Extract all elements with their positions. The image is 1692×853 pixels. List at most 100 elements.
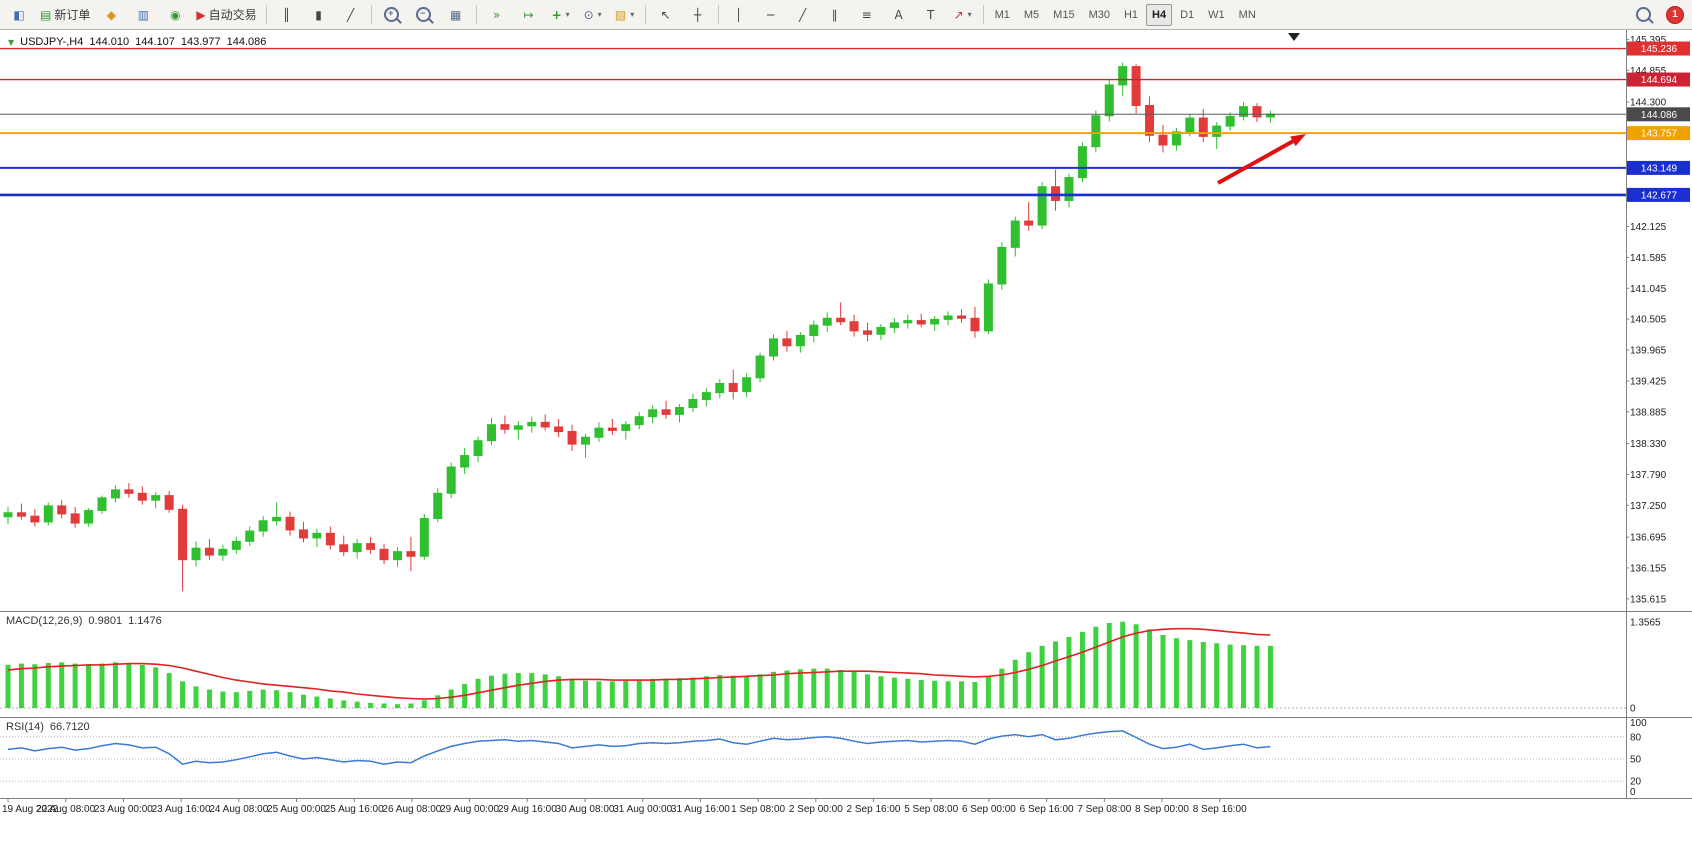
chart-shift-button[interactable]: ↦ xyxy=(514,3,544,27)
svg-text:144.694: 144.694 xyxy=(1641,75,1678,86)
vertical-line-icon: │ xyxy=(734,7,743,22)
timeframe-m30-button[interactable]: M30 xyxy=(1088,8,1110,21)
price-level-lines[interactable]: 145.236 144.694 144.086 143.757 143.149 142.6… xyxy=(0,41,1690,202)
candlesticks-icon: ▮ xyxy=(315,7,322,22)
toolbar-separator xyxy=(475,5,477,24)
new-order-label: 新订单 xyxy=(54,8,91,22)
chevron-down-icon: ▾ xyxy=(565,10,570,19)
timeframe-d1-button[interactable]: D1 xyxy=(1180,8,1195,21)
panel-separators[interactable] xyxy=(0,30,1692,799)
trendline-button[interactable]: ╱ xyxy=(788,3,818,27)
equidistant-channel-button[interactable]: ∥ xyxy=(820,3,850,27)
zoom-in-button[interactable]: + xyxy=(377,3,407,27)
toolbar-separator xyxy=(717,5,719,24)
chevron-down-icon: ▾ xyxy=(967,10,972,19)
timeframe-m15-button[interactable]: M15 xyxy=(1053,8,1075,21)
refresh-button[interactable]: ◉ xyxy=(160,3,190,27)
svg-text:30 Aug 08:00: 30 Aug 08:00 xyxy=(556,804,615,815)
bars-icon: ║ xyxy=(282,7,291,22)
timeframe-mn-button[interactable]: MN xyxy=(1238,8,1256,21)
timeframe-h1-button[interactable]: H1 xyxy=(1123,8,1139,21)
svg-text:141.585: 141.585 xyxy=(1630,253,1667,264)
svg-text:135.615: 135.615 xyxy=(1630,594,1667,605)
svg-text:80: 80 xyxy=(1630,732,1642,743)
tile-windows-icon: ▦ xyxy=(449,7,462,22)
candlesticks-button[interactable]: ▮ xyxy=(304,3,334,27)
rsi-value: 66.7120 xyxy=(49,721,90,733)
fibonacci-icon: ≡ xyxy=(861,7,872,22)
line-chart-icon: ╱ xyxy=(346,7,355,22)
svg-text:29 Aug 16:00: 29 Aug 16:00 xyxy=(498,804,557,815)
text-label-icon: T xyxy=(926,7,935,22)
auto-scroll-button[interactable]: » xyxy=(482,3,512,27)
svg-text:23 Aug 00:00: 23 Aug 00:00 xyxy=(94,804,153,815)
svg-text:136.695: 136.695 xyxy=(1630,533,1667,544)
svg-text:142.125: 142.125 xyxy=(1630,222,1667,233)
rsi-panel: 100 80 50 200 xyxy=(0,718,1647,798)
autotrading-button[interactable]: ▶ 自动交易 xyxy=(192,3,260,27)
indicators-button[interactable]: + ▾ xyxy=(546,3,576,27)
new-order-button[interactable]: ▤ 新订单 xyxy=(36,3,94,27)
toolbar: ◧ ▤ 新订单 ◆ ▥ ◉ ▶ 自动交易 ║ ▮ ╱ + − ▦ » ↦ + ▾ … xyxy=(0,0,1692,30)
notification-badge[interactable]: 1 xyxy=(1666,5,1684,24)
new-order-icon: ▤ xyxy=(40,7,52,22)
indicators-icon: + xyxy=(551,7,562,22)
svg-text:143.149: 143.149 xyxy=(1641,163,1678,174)
svg-text:25 Aug 00:00: 25 Aug 00:00 xyxy=(267,804,326,815)
svg-text:138.885: 138.885 xyxy=(1630,407,1667,418)
svg-text:137.790: 137.790 xyxy=(1630,470,1667,481)
svg-text:144.855: 144.855 xyxy=(1630,66,1667,77)
svg-text:8 Sep 16:00: 8 Sep 16:00 xyxy=(1193,804,1247,815)
tile-windows-button[interactable]: ▦ xyxy=(441,3,471,27)
timeframe-w1-button[interactable]: W1 xyxy=(1208,8,1225,21)
templates-button[interactable]: ▨ ▾ xyxy=(610,3,640,27)
horizontal-line-icon: ─ xyxy=(766,7,775,22)
svg-text:8 Sep 00:00: 8 Sep 00:00 xyxy=(1135,804,1189,815)
new-chart-button[interactable]: ▥ xyxy=(128,3,158,27)
svg-text:141.045: 141.045 xyxy=(1630,284,1667,295)
text-label-button[interactable]: T xyxy=(916,3,946,27)
horizontal-line-button[interactable]: ─ xyxy=(756,3,786,27)
svg-text:20: 20 xyxy=(1630,777,1642,788)
window-menu-button[interactable]: ◧ xyxy=(4,3,34,27)
arrows-button[interactable]: ↗ ▾ xyxy=(948,3,978,27)
crosshair-button[interactable]: ┼ xyxy=(683,3,713,27)
low-value: 143.977 xyxy=(180,36,221,48)
zoom-out-button[interactable]: − xyxy=(409,3,439,27)
window-icon: ◧ xyxy=(13,7,25,22)
zoom-in-icon: + xyxy=(384,7,400,22)
svg-text:7 Sep 08:00: 7 Sep 08:00 xyxy=(1077,804,1131,815)
timeframe-m1-button[interactable]: M1 xyxy=(994,8,1010,21)
periods-button[interactable]: ⊙ ▾ xyxy=(578,3,608,27)
svg-text:25 Aug 16:00: 25 Aug 16:00 xyxy=(325,804,384,815)
toolbar-separator xyxy=(265,5,267,24)
arrow-annotation[interactable] xyxy=(1217,134,1306,185)
timeframe-h4-button[interactable]: H4 xyxy=(1146,3,1173,26)
svg-text:144.086: 144.086 xyxy=(1641,110,1678,121)
svg-text:6 Sep 16:00: 6 Sep 16:00 xyxy=(1020,804,1074,815)
line-chart-button[interactable]: ╱ xyxy=(336,3,366,27)
chart-shift-marker-icon[interactable] xyxy=(1288,33,1300,41)
trendline-icon: ╱ xyxy=(798,7,807,22)
search-button[interactable] xyxy=(1628,3,1658,27)
svg-text:31 Aug 00:00: 31 Aug 00:00 xyxy=(613,804,672,815)
cursor-button[interactable]: ↖ xyxy=(651,3,681,27)
svg-text:1.3565: 1.3565 xyxy=(1630,617,1661,628)
symbol-title: USDJPY-,H4 xyxy=(20,36,84,48)
vertical-line-button[interactable]: │ xyxy=(724,3,754,27)
svg-text:142.677: 142.677 xyxy=(1641,190,1678,201)
symbol-caret-icon: ▼ xyxy=(8,37,15,47)
timeframe-m5-button[interactable]: M5 xyxy=(1023,8,1040,21)
fibonacci-button[interactable]: ≡ xyxy=(852,3,882,27)
open-value: 144.010 xyxy=(89,36,130,48)
svg-text:19 Aug 2022: 19 Aug 2022 xyxy=(2,804,59,815)
text-button[interactable]: A xyxy=(884,3,914,27)
templates-icon: ▨ xyxy=(614,7,627,22)
svg-text:136.155: 136.155 xyxy=(1630,563,1667,574)
svg-text:145.395: 145.395 xyxy=(1630,35,1667,46)
bars-button[interactable]: ║ xyxy=(272,3,302,27)
chart-profiles-button[interactable]: ◆ xyxy=(96,3,126,27)
svg-text:5 Sep 08:00: 5 Sep 08:00 xyxy=(904,804,958,815)
